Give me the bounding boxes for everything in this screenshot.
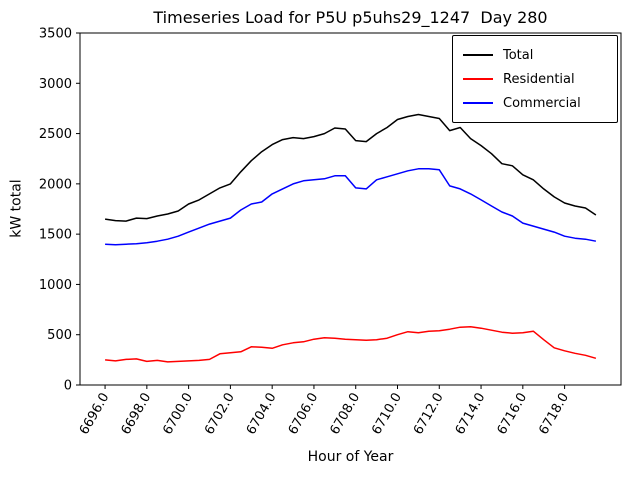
- y-axis-label: kW total: [8, 179, 25, 238]
- x-tick-label: 6708.0: [327, 391, 363, 438]
- x-tick-label: 6714.0: [453, 390, 489, 437]
- chart-title: Timeseries Load for P5U p5uhs29_1247 Day…: [153, 8, 548, 27]
- x-tick-label: 6702.0: [202, 391, 238, 438]
- y-tick-label: 1500: [39, 228, 72, 243]
- legend-label-commercial: Commercial: [503, 95, 581, 111]
- commercial-line-swatch: [463, 102, 493, 104]
- series-line-commercial: [105, 168, 597, 246]
- legend-entry-total: Total: [463, 43, 607, 67]
- x-tick-label: 6716.0: [495, 391, 531, 438]
- series-line-total: [104, 113, 597, 222]
- y-tick-label: 3000: [39, 77, 72, 92]
- y-tick-label: 1000: [39, 278, 72, 293]
- y-tick-label: 2500: [39, 127, 72, 142]
- y-tick-label: 2000: [39, 177, 72, 192]
- x-tick-label: 6718.0: [536, 391, 572, 438]
- series-line-residential: [105, 325, 597, 363]
- x-tick-label: 6710.0: [369, 391, 405, 438]
- legend-entry-residential: Residential: [463, 67, 607, 91]
- x-tick-label: 6704.0: [244, 391, 280, 438]
- y-tick-label: 500: [47, 328, 72, 343]
- x-tick-label: 6696.0: [77, 391, 113, 438]
- x-tick-label: 6712.0: [411, 391, 447, 438]
- total-line-swatch: [463, 54, 493, 56]
- residential-line-swatch: [463, 78, 493, 80]
- legend-label-residential: Residential: [503, 71, 575, 87]
- legend-entry-commercial: Commercial: [463, 91, 607, 115]
- legend-label-total: Total: [503, 47, 534, 63]
- x-tick-label: 6700.0: [160, 391, 196, 438]
- x-tick-label: 6698.0: [119, 391, 155, 438]
- x-axis-label: Hour of Year: [307, 449, 394, 465]
- legend: Total Residential Commercial: [452, 35, 618, 123]
- y-tick-label: 3500: [39, 27, 72, 42]
- x-tick-label: 6706.0: [286, 391, 322, 438]
- y-tick-label: 0: [64, 379, 72, 394]
- axes-frame: [79, 32, 622, 386]
